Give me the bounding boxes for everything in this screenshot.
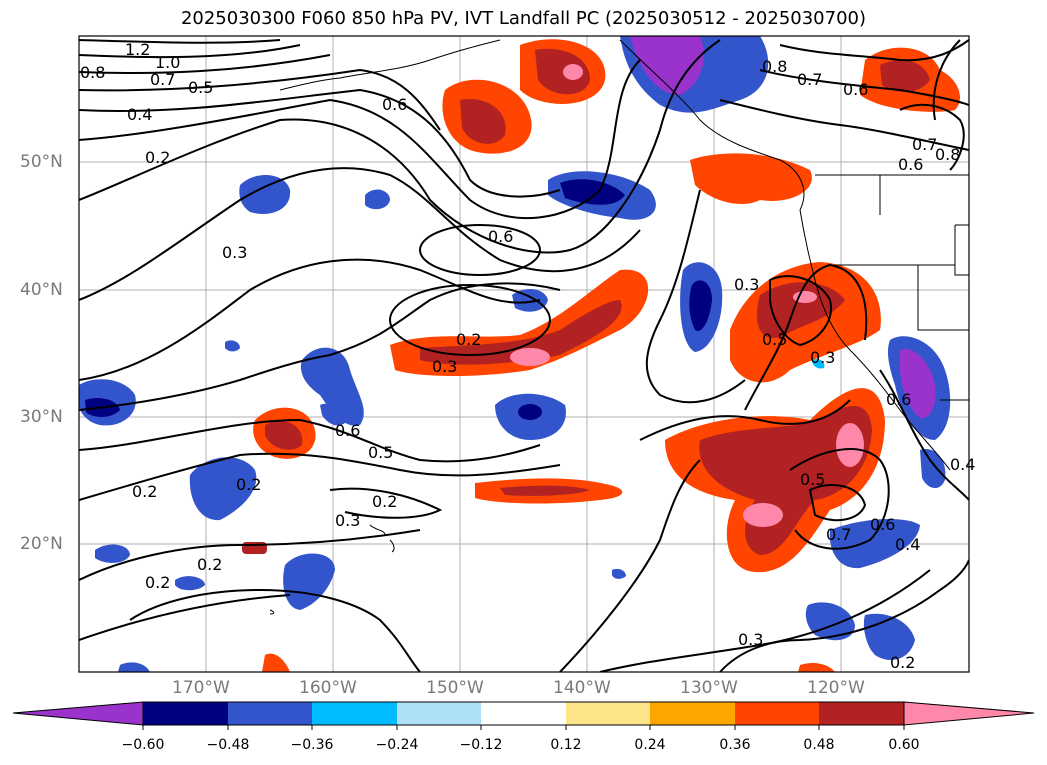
colorbar-swatch — [735, 702, 819, 725]
contour-label: 0.7 — [797, 70, 822, 89]
contour-labels: 1.2 1.0 0.8 0.7 0.5 0.4 0.2 0.6 0.3 0.6 … — [80, 40, 975, 672]
contour-label: 0.6 — [898, 155, 923, 174]
contour-label: 0.4 — [895, 535, 920, 554]
lon-label-130w: 130°W — [680, 678, 738, 698]
map-title: 2025030300 F060 850 hPa PV, IVT Landfall… — [180, 8, 867, 29]
contour-label: 0.7 — [150, 70, 175, 89]
contour-label: 0.7 — [912, 135, 937, 154]
colorbar-tick-label: 0.12 — [550, 737, 582, 753]
contour-label: 0.4 — [950, 455, 975, 474]
contour-label: 0.3 — [335, 511, 360, 530]
pv-contours — [79, 39, 969, 672]
lon-label-120w: 120°W — [807, 678, 865, 698]
colorbar-extend-high — [903, 701, 1035, 726]
coastlines — [269, 39, 969, 615]
contour-label: 0.5 — [368, 443, 393, 462]
contour-label: 0.6 — [886, 390, 911, 409]
colorbar-tick-label: −0.36 — [290, 737, 334, 753]
colorbar-tick-label: 0.24 — [634, 737, 666, 753]
contour-label: 1.0 — [155, 53, 180, 72]
lon-label-160w: 160°W — [299, 678, 357, 698]
contour-label: 0.2 — [145, 573, 170, 592]
colorbar-tick-label: −0.24 — [375, 737, 419, 753]
contour-label: 0.3 — [734, 275, 759, 294]
contour-label: 0.6 — [870, 515, 895, 534]
colorbar-swatch — [566, 702, 650, 725]
colorbar-tick-label: 0.36 — [719, 737, 751, 753]
colorbar-tick-label: 0.48 — [803, 737, 835, 753]
colorbar-tick-label: −0.48 — [206, 737, 250, 753]
colorbar-swatch — [143, 702, 228, 725]
contour-label: 0.3 — [738, 630, 763, 649]
contour-label: 0.3 — [222, 243, 247, 262]
contour-label: 0.2 — [145, 148, 170, 167]
colorbar-swatch — [481, 702, 566, 725]
colorbar-swatch — [312, 702, 397, 725]
colorbar-tick-label: −0.12 — [459, 737, 503, 753]
contour-label: 0.2 — [456, 330, 481, 349]
colorbar-swatch — [650, 702, 735, 725]
contour-label: 0.3 — [810, 348, 835, 367]
contour-label: 0.2 — [197, 555, 222, 574]
colorbar — [12, 701, 1035, 730]
contour-label: 0.8 — [935, 145, 960, 164]
lon-label-140w: 140°W — [553, 678, 611, 698]
contour-label: 0.3 — [432, 357, 457, 376]
contour-label: 0.5 — [188, 78, 213, 97]
contour-label: 0.6 — [382, 95, 407, 114]
lat-label-40n: 40°N — [20, 280, 63, 300]
colorbar-tick-label: 0.60 — [888, 737, 920, 753]
contour-label: 0.5 — [800, 470, 825, 489]
lon-label-170w: 170°W — [172, 678, 230, 698]
lat-label-30n: 30°N — [20, 407, 63, 427]
map-border — [78, 35, 970, 673]
contour-label: 1.2 — [125, 40, 150, 59]
lat-label-20n: 20°N — [20, 534, 63, 554]
contour-label: 0.6 — [335, 421, 360, 440]
colorbar-extend-low — [12, 701, 144, 726]
contour-label: 0.6 — [843, 80, 868, 99]
lat-label-50n: 50°N — [20, 152, 63, 172]
contour-label: 0.2 — [132, 482, 157, 501]
contour-label: 0.2 — [372, 492, 397, 511]
colorbar-tick-label: −0.60 — [121, 737, 165, 753]
negative-anomalies — [79, 36, 951, 672]
contour-label: 0.8 — [762, 57, 787, 76]
colorbar-swatch — [397, 702, 481, 725]
contour-label: 0.2 — [890, 653, 915, 672]
colorbar-swatch — [819, 702, 904, 725]
contour-label: 0.4 — [127, 105, 152, 124]
lon-label-150w: 150°W — [426, 678, 484, 698]
contour-label: 0.8 — [80, 63, 105, 82]
colorbar-swatch — [228, 702, 312, 725]
contour-label: 0.2 — [236, 475, 261, 494]
positive-anomalies — [242, 39, 960, 672]
contour-label: 0.6 — [488, 227, 513, 246]
contour-label: 0.7 — [826, 525, 851, 544]
contour-label: 0.5 — [762, 330, 787, 349]
